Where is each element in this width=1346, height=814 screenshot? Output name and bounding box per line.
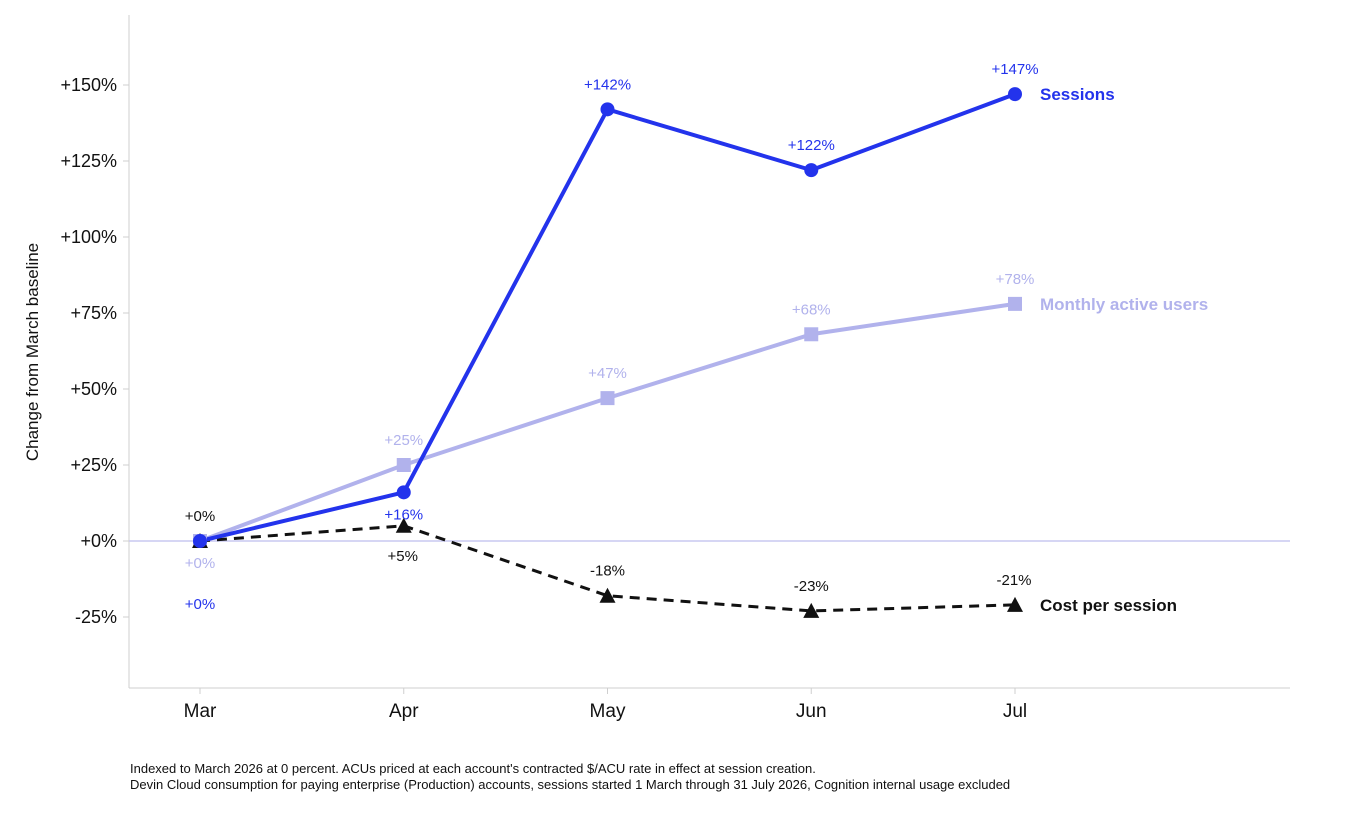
x-tick-label: Mar — [184, 701, 217, 722]
y-tick-label: +100% — [60, 227, 117, 247]
series-name-label: Cost per session — [1040, 596, 1177, 615]
data-label: +16% — [384, 506, 423, 523]
data-point-marker — [193, 534, 207, 548]
data-label: +47% — [588, 365, 627, 382]
chart-axes: -25% +0% +25% +50% +75% +100% +125% +150% Mar Apr… — [60, 15, 1290, 722]
data-point-marker — [396, 458, 411, 472]
series-lines — [199, 92, 1016, 613]
data-label: +0% — [185, 555, 215, 572]
x-tick-label: Jun — [796, 701, 827, 722]
footnote-method: Indexed to March 2026 at 0 percent. ACUs… — [130, 761, 816, 776]
data-label: +25% — [384, 432, 423, 449]
data-point-marker — [395, 517, 412, 533]
y-tick-label: +50% — [70, 379, 117, 399]
data-point-marker — [1008, 87, 1022, 102]
series-line-cost-per-session — [199, 524, 1016, 613]
data-point-marker — [1008, 296, 1022, 311]
y-tick-label: -25% — [75, 607, 117, 627]
data-point-marker — [803, 602, 820, 618]
data-point-marker — [804, 163, 819, 178]
y-axis-title: Change from March baseline — [23, 243, 42, 461]
data-label: +68% — [792, 301, 831, 318]
data-label: +0% — [185, 508, 215, 525]
x-tick-label: Apr — [389, 701, 419, 722]
x-tick-label: Jul — [1003, 701, 1027, 722]
y-axis-title-group: Change from March baseline — [23, 243, 42, 461]
y-tick-label: +150% — [60, 75, 117, 95]
series-line-sessions — [199, 92, 1016, 543]
data-point-marker — [396, 485, 411, 500]
data-point-marker — [1007, 596, 1023, 612]
data-point-marker — [804, 327, 819, 342]
data-label: +78% — [996, 271, 1035, 288]
data-point-marker — [600, 391, 615, 406]
y-tick-label: +125% — [60, 151, 117, 171]
x-tick-label: May — [590, 701, 626, 722]
data-label: +122% — [788, 137, 835, 154]
data-label: +147% — [991, 61, 1038, 78]
data-point-marker — [600, 102, 615, 117]
series-name-label: Sessions — [1040, 85, 1115, 104]
data-label: -21% — [996, 572, 1031, 589]
data-label: -18% — [590, 563, 625, 580]
y-tick-label: +75% — [70, 303, 117, 323]
y-tick-label: +25% — [70, 455, 117, 475]
data-label: +142% — [584, 76, 631, 93]
data-label: -23% — [794, 578, 829, 595]
line-chart: -25% +0% +25% +50% +75% +100% +125% +150% Mar Apr… — [23, 15, 1290, 722]
data-labels: +0% +16% +142% +122% +147% +0% +25% +47% +68% +78… — [185, 61, 1208, 615]
data-label: +0% — [185, 596, 215, 613]
series-markers — [192, 87, 1023, 618]
data-label: +5% — [388, 548, 418, 565]
y-tick-label: +0% — [80, 531, 117, 551]
footnote-scope: Devin Cloud consumption for paying enter… — [130, 777, 1011, 792]
series-line-monthly-active-users — [199, 301, 1016, 543]
data-point-marker — [599, 587, 616, 603]
series-name-label: Monthly active users — [1040, 295, 1208, 314]
